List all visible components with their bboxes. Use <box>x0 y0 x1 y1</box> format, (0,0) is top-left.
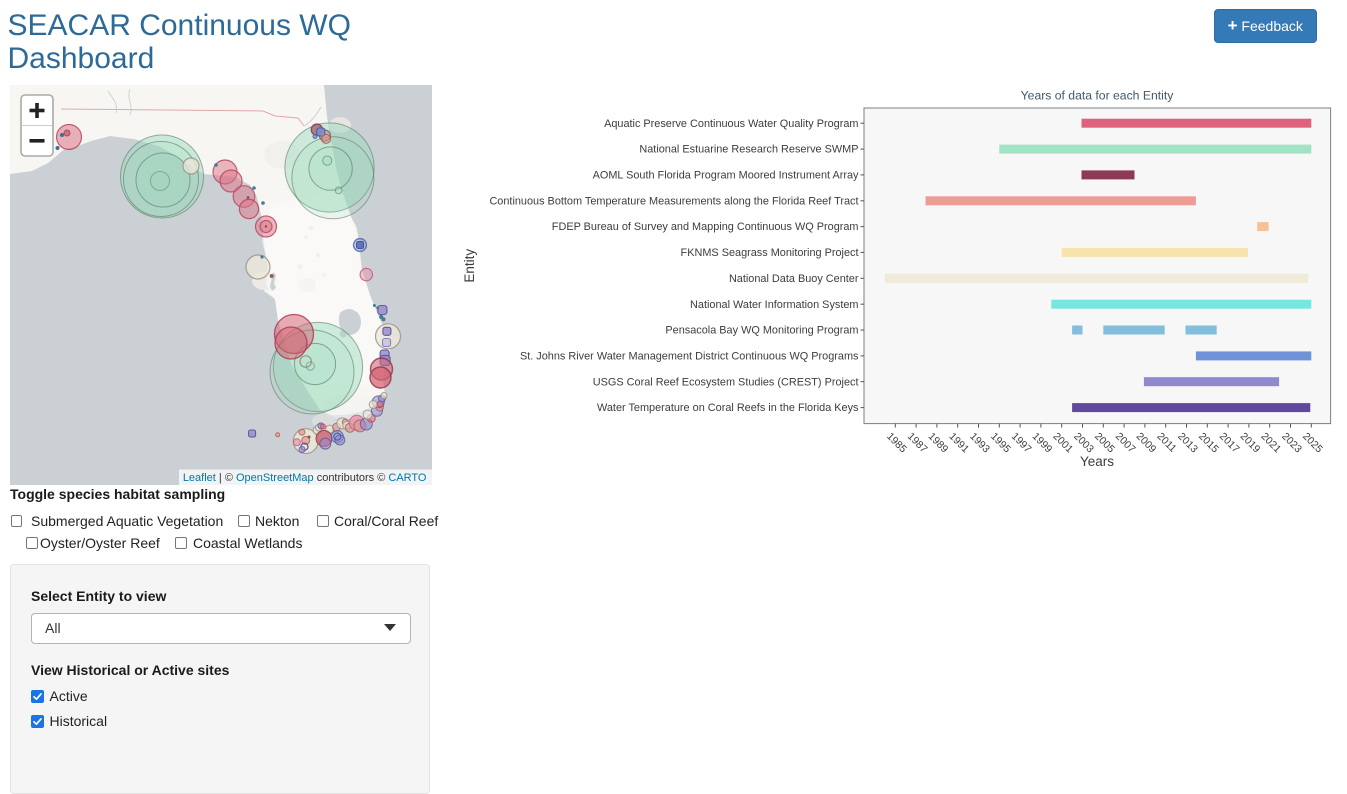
svg-text:1993: 1993 <box>967 431 991 455</box>
svg-text:2023: 2023 <box>1279 431 1303 455</box>
svg-text:1997: 1997 <box>1009 431 1033 455</box>
svg-text:1991: 1991 <box>946 431 970 455</box>
svg-text:National Data Buoy Center: National Data Buoy Center <box>729 273 859 285</box>
svg-text:Leaflet | © OpenStreetMap cont: Leaflet | © OpenStreetMap contributors ©… <box>183 472 427 484</box>
svg-text:Entity: Entity <box>462 249 477 283</box>
svg-text:Years of data for each Entity: Years of data for each Entity <box>1021 89 1175 103</box>
svg-text:2015: 2015 <box>1196 431 1220 455</box>
svg-text:2021: 2021 <box>1258 431 1282 455</box>
svg-text:2017: 2017 <box>1217 431 1241 455</box>
svg-text:2005: 2005 <box>1092 431 1116 455</box>
svg-text:2019: 2019 <box>1238 431 1262 455</box>
svg-text:FKNMS Seagrass Monitoring Proj: FKNMS Seagrass Monitoring Project <box>681 247 859 259</box>
svg-text:2013: 2013 <box>1175 431 1199 455</box>
svg-text:AOML South Florida Program Moo: AOML South Florida Program Moored Instru… <box>593 170 859 182</box>
svg-text:St. Johns River Water Manageme: St. Johns River Water Management Distric… <box>520 351 859 363</box>
svg-text:FDEP Bureau of Survey and Mapp: FDEP Bureau of Survey and Mapping Contin… <box>552 221 859 233</box>
svg-text:1987: 1987 <box>905 431 929 455</box>
svg-text:National Water Information Sys: National Water Information System <box>690 299 858 311</box>
svg-text:Continuous Bottom Temperature: Continuous Bottom Temperature Measuremen… <box>489 195 858 207</box>
svg-text:USGS Coral Reef Ecosystem Stud: USGS Coral Reef Ecosystem Studies (CREST… <box>593 376 859 388</box>
svg-text:1995: 1995 <box>988 431 1012 455</box>
svg-text:2009: 2009 <box>1134 431 1158 455</box>
svg-text:Years: Years <box>1080 454 1114 469</box>
svg-text:Aquatic Preserve Continuous Wa: Aquatic Preserve Continuous Water Qualit… <box>604 118 858 130</box>
svg-text:2025: 2025 <box>1300 431 1324 455</box>
svg-text:Pensacola Bay WQ Monitoring Pr: Pensacola Bay WQ Monitoring Program <box>665 325 858 337</box>
svg-text:2001: 2001 <box>1050 431 1074 455</box>
svg-text:2011: 2011 <box>1154 431 1178 455</box>
svg-text:2003: 2003 <box>1071 431 1095 455</box>
svg-text:Water Temperature on Coral Ree: Water Temperature on Coral Reefs in the … <box>597 402 859 414</box>
svg-text:National Estuarine Research Re: National Estuarine Research Reserve SWMP <box>639 144 858 156</box>
svg-text:2007: 2007 <box>1113 431 1137 455</box>
svg-text:1989: 1989 <box>926 431 950 455</box>
svg-text:1985: 1985 <box>884 431 908 455</box>
svg-text:1999: 1999 <box>1030 431 1054 455</box>
